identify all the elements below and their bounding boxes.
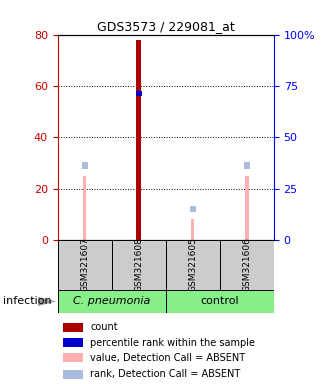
Bar [136, 40, 141, 240]
Text: C. pneumonia: C. pneumonia [73, 296, 150, 306]
Bar [166, 290, 274, 313]
Text: infection: infection [3, 296, 52, 306]
Text: GSM321607: GSM321607 [80, 238, 89, 292]
Text: GSM321605: GSM321605 [188, 238, 197, 292]
Bar [63, 353, 82, 362]
Bar [245, 176, 248, 240]
Text: rank, Detection Call = ABSENT: rank, Detection Call = ABSENT [90, 369, 241, 379]
Bar [63, 338, 82, 347]
Bar [63, 323, 82, 332]
Bar [244, 162, 250, 169]
Text: control: control [201, 296, 239, 306]
Bar [58, 240, 112, 290]
Text: count: count [90, 322, 118, 332]
Bar [83, 176, 86, 240]
Polygon shape [38, 297, 56, 306]
Bar [190, 206, 196, 212]
Bar [63, 370, 82, 379]
Bar [220, 240, 274, 290]
Text: percentile rank within the sample: percentile rank within the sample [90, 338, 255, 348]
Bar [191, 220, 194, 240]
Text: GSM321608: GSM321608 [134, 238, 143, 292]
Bar [58, 290, 166, 313]
Text: value, Detection Call = ABSENT: value, Detection Call = ABSENT [90, 353, 245, 363]
Bar [136, 91, 142, 96]
Bar [166, 240, 220, 290]
Bar [82, 162, 88, 169]
Title: GDS3573 / 229081_at: GDS3573 / 229081_at [97, 20, 235, 33]
Bar [112, 240, 166, 290]
Text: GSM321606: GSM321606 [242, 238, 251, 292]
